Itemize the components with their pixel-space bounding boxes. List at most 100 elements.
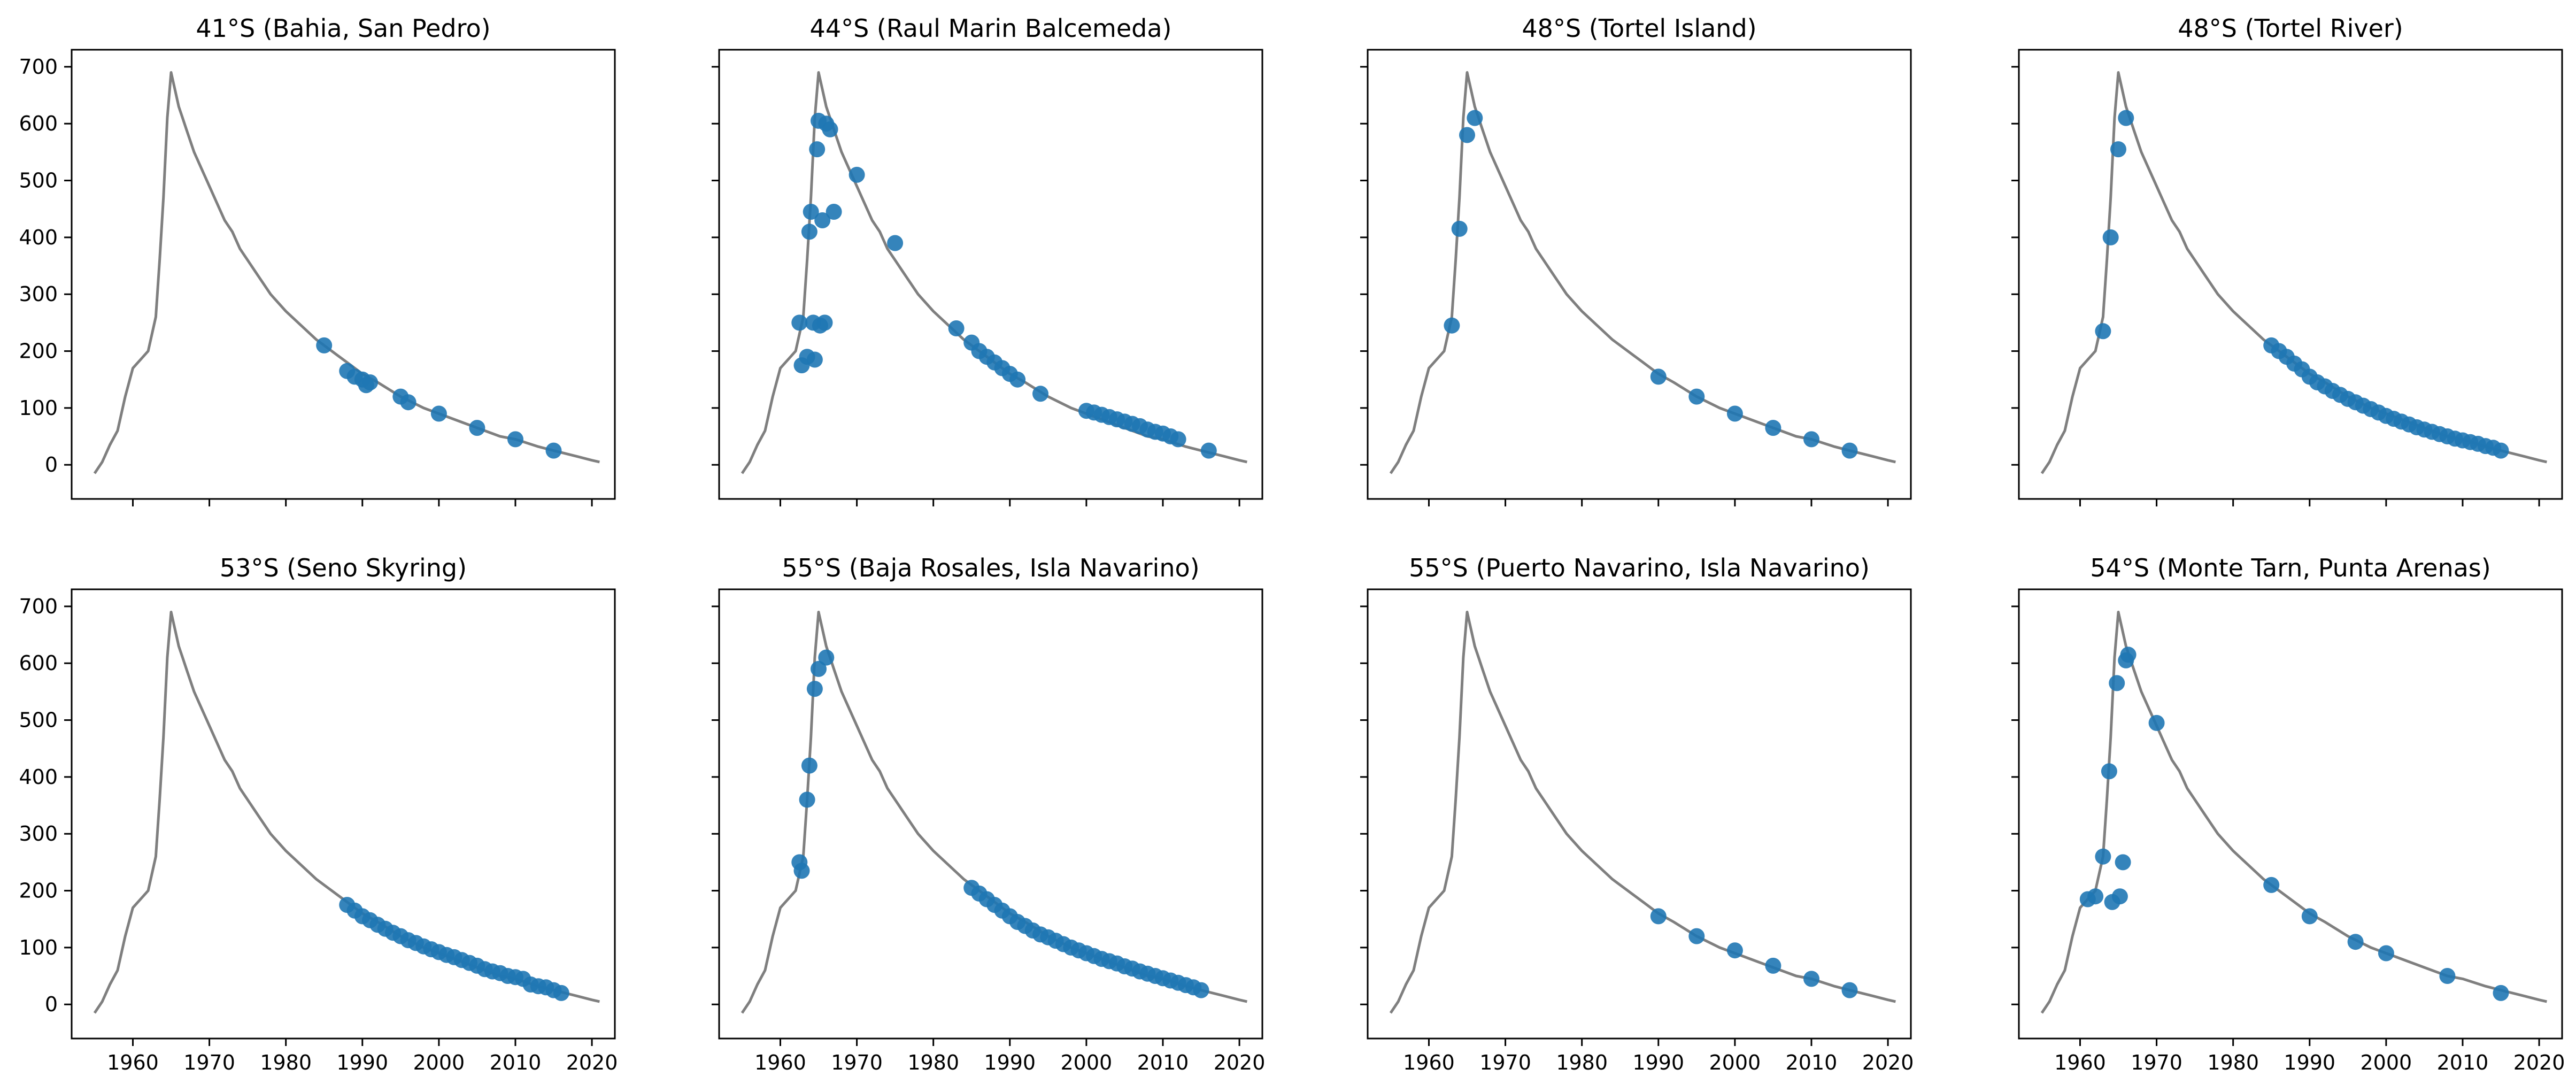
data-point (553, 985, 569, 1001)
panel-title: 54°S (Monte Tarn, Punta Arenas) (2090, 553, 2490, 582)
axes-frame (718, 588, 1263, 1040)
panel-title: 48°S (Tortel Island) (1522, 14, 1756, 43)
data-point (809, 141, 826, 158)
data-point (2102, 229, 2119, 245)
x-tick-label: 1990 (1632, 1051, 1684, 1074)
x-tick-label: 2000 (413, 1051, 465, 1074)
panel-title: 55°S (Baja Rosales, Isla Navarino) (782, 553, 1199, 582)
data-point (1841, 982, 1858, 998)
reference-line (2040, 611, 2547, 1014)
data-point (816, 314, 833, 331)
x-tick-label: 2010 (1786, 1051, 1838, 1074)
data-point (1444, 317, 1460, 334)
x-tick-label: 2010 (1137, 1051, 1189, 1074)
data-point (316, 337, 333, 353)
data-point (2095, 323, 2111, 340)
data-point (2095, 848, 2111, 865)
axes-frame (1367, 49, 1912, 500)
reference-line (1389, 611, 1896, 1014)
x-tick-label: 2020 (1862, 1051, 1914, 1074)
data-point (430, 405, 447, 422)
data-point (803, 204, 819, 220)
panel-2: 44°S (Raul Marin Balcemeda) (712, 14, 1263, 506)
data-point (2263, 876, 2280, 893)
data-point (791, 314, 808, 331)
data-point (545, 442, 562, 459)
x-tick-label: 2000 (1061, 1051, 1113, 1074)
x-tick-label: 1990 (336, 1051, 388, 1074)
x-tick-label: 2020 (1214, 1051, 1266, 1074)
panel-4: 48°S (Tortel River) (2011, 14, 2563, 506)
panel-8: 1960 1970 1980 1990 2000 2010 2020 54°S (Monte … (2011, 553, 2565, 1074)
panel-6: 1960 1970 1980 1990 2000 2010 2020 55°S (Baja R… (712, 553, 1265, 1074)
data-point (2301, 908, 2318, 925)
y-tick-label: 300 (19, 822, 58, 845)
panel-title: 48°S (Tortel River) (2178, 14, 2403, 43)
data-point (2110, 141, 2126, 158)
x-tick-label: 1970 (2131, 1051, 2182, 1074)
x-tick-label: 1980 (1556, 1051, 1608, 1074)
x-tick-label: 1990 (2284, 1051, 2335, 1074)
data-point (806, 681, 823, 697)
panel-title: 55°S (Puerto Navarino, Isla Navarino) (1409, 553, 1870, 582)
x-tick-label: 1970 (183, 1051, 235, 1074)
y-tick-label: 700 (19, 595, 58, 618)
reference-line (2040, 71, 2547, 474)
data-point (801, 224, 817, 240)
x-tick-label: 2010 (2437, 1051, 2489, 1074)
panel-3: 48°S (Tortel Island) (1360, 14, 1912, 506)
data-point (799, 791, 815, 808)
x-tick-label: 2000 (1709, 1051, 1761, 1074)
y-tick-label: 400 (19, 765, 58, 789)
data-point (1193, 982, 1209, 998)
data-point (2347, 934, 2364, 950)
y-tick-label: 300 (19, 282, 58, 306)
reference-line (741, 71, 1247, 474)
x-tick-label: 2010 (490, 1051, 542, 1074)
data-point (1009, 371, 1026, 388)
data-point (1765, 420, 1781, 436)
y-tick-label: 500 (19, 709, 58, 732)
data-point (1726, 942, 1743, 959)
data-point (1451, 220, 1468, 237)
data-point (2378, 945, 2394, 962)
data-point (1726, 405, 1743, 422)
data-point (2439, 968, 2456, 984)
axes-frame (71, 588, 616, 1040)
reference-line (93, 611, 600, 1014)
panel-5: 1960 1970 1980 1990 2000 2010 2020 0 100 200 300 40… (19, 553, 618, 1074)
data-point (2111, 888, 2128, 905)
data-point (1688, 388, 1705, 405)
y-tick-label: 100 (19, 936, 58, 959)
data-point (801, 757, 817, 774)
x-tick-label: 1980 (2207, 1051, 2259, 1074)
x-tick-label: 1960 (1403, 1051, 1455, 1074)
data-point (2115, 854, 2131, 871)
axes-frame (1367, 588, 1912, 1040)
data-point (1467, 110, 1483, 126)
y-tick-label: 200 (19, 879, 58, 903)
y-tick-label: 200 (19, 340, 58, 363)
y-tick-label: 400 (19, 226, 58, 249)
y-tick-label: 100 (19, 396, 58, 420)
y-tick-label: 500 (19, 169, 58, 193)
data-point (400, 394, 417, 411)
x-tick-label: 1970 (831, 1051, 883, 1074)
y-tick-label: 700 (19, 55, 58, 79)
data-point (2109, 675, 2125, 691)
y-tick-label: 0 (45, 453, 58, 476)
data-point (2148, 714, 2165, 731)
data-point (1765, 957, 1781, 974)
data-point (2118, 110, 2134, 126)
y-tick-label: 600 (19, 112, 58, 135)
data-point (811, 660, 827, 677)
x-tick-label: 1960 (754, 1051, 806, 1074)
axes-frame (2018, 49, 2563, 500)
data-point (1688, 928, 1705, 944)
data-point (849, 166, 865, 183)
data-point (822, 121, 838, 137)
panel-7: 1960 1970 1980 1990 2000 2010 2020 55°S (Puerto… (1360, 553, 1914, 1074)
x-tick-label: 1980 (907, 1051, 959, 1074)
data-point (1200, 442, 1217, 459)
